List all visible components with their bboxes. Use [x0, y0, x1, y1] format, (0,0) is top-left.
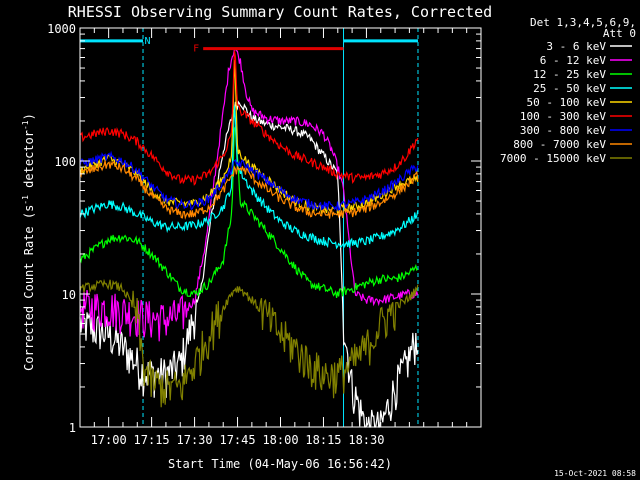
annotation-label-N: N — [144, 36, 150, 47]
x-tick-label: 18:15 — [305, 433, 341, 447]
x-tick-label: 17:15 — [134, 433, 170, 447]
y-axis-label-end: ) — [22, 113, 36, 120]
series-line-8 — [79, 278, 419, 408]
plot-area: NF — [79, 28, 419, 428]
legend-item: 100 - 300 keV — [520, 110, 632, 123]
annotation-label-F: F — [193, 44, 199, 55]
y-tick-label: 100 — [54, 155, 76, 169]
y-axis-label: Corrected Count Rate (s-1 detector-1) — [21, 113, 36, 371]
y-tick-label: 10 — [62, 288, 76, 302]
legend-label: 50 - 100 keV — [527, 96, 607, 109]
legend-item: 25 - 50 keV — [533, 82, 632, 95]
legend-item: 300 - 800 keV — [520, 124, 632, 137]
series-line-6 — [79, 150, 419, 212]
legend-label: 7000 - 15000 keV — [500, 152, 606, 165]
x-tick-label: 17:45 — [219, 433, 255, 447]
legend-header-1: Att 0 — [603, 27, 636, 40]
plot-frame — [79, 27, 482, 428]
legend-label: 25 - 50 keV — [533, 82, 606, 95]
legend-label: 300 - 800 keV — [520, 124, 606, 137]
legend-item: 50 - 100 keV — [527, 96, 632, 109]
x-tick-label: 18:30 — [348, 433, 384, 447]
series-line-0 — [79, 100, 419, 428]
legend-item: 6 - 12 keV — [540, 54, 632, 67]
legend-label: 100 - 300 keV — [520, 110, 606, 123]
x-tick-label: 17:00 — [91, 433, 127, 447]
y-tick-label: 1000 — [47, 22, 76, 36]
legend-label: 3 - 6 keV — [546, 40, 606, 53]
x-tick-label: 18:00 — [262, 433, 298, 447]
legend-item: 12 - 25 keV — [533, 68, 632, 81]
svg-text:Corrected Count Rate (s-1 dete: Corrected Count Rate (s-1 detector-1) — [21, 113, 36, 371]
y-tick-label: 1 — [69, 421, 76, 435]
series-line-5 — [79, 50, 419, 186]
series-line-3 — [79, 105, 419, 250]
legend-header-0: Det 1,3,4,5,6,9, — [530, 16, 636, 29]
y-axis-label-sup2: -1 — [21, 120, 30, 130]
series-line-1 — [79, 48, 419, 342]
legend-label: 800 - 7000 keV — [513, 138, 606, 151]
chart-title: RHESSI Observing Summary Count Rates, Co… — [68, 3, 492, 21]
y-axis-label-main: Corrected Count Rate (s — [22, 205, 36, 371]
legend-item: 3 - 6 keV — [546, 40, 632, 53]
x-axis-label: Start Time (04-May-06 16:56:42) — [168, 457, 392, 471]
axes: 1 10 100 1000 17:00 17:15 17:30 17:45 18:00 18:15… — [47, 22, 482, 447]
series-line-7 — [79, 160, 419, 220]
y-axis-label-mid: detector — [22, 130, 36, 195]
legend-label: 12 - 25 keV — [533, 68, 606, 81]
legend-item: 7000 - 15000 keV — [500, 152, 632, 165]
footer-timestamp: 15-Oct-2021 08:58 — [554, 469, 636, 478]
x-tick-label: 17:30 — [177, 433, 213, 447]
legend-item: 800 - 7000 keV — [513, 138, 632, 151]
y-axis-label-sup1: -1 — [21, 195, 30, 205]
series-line-2 — [79, 124, 419, 298]
legend-label: 6 - 12 keV — [540, 54, 607, 67]
